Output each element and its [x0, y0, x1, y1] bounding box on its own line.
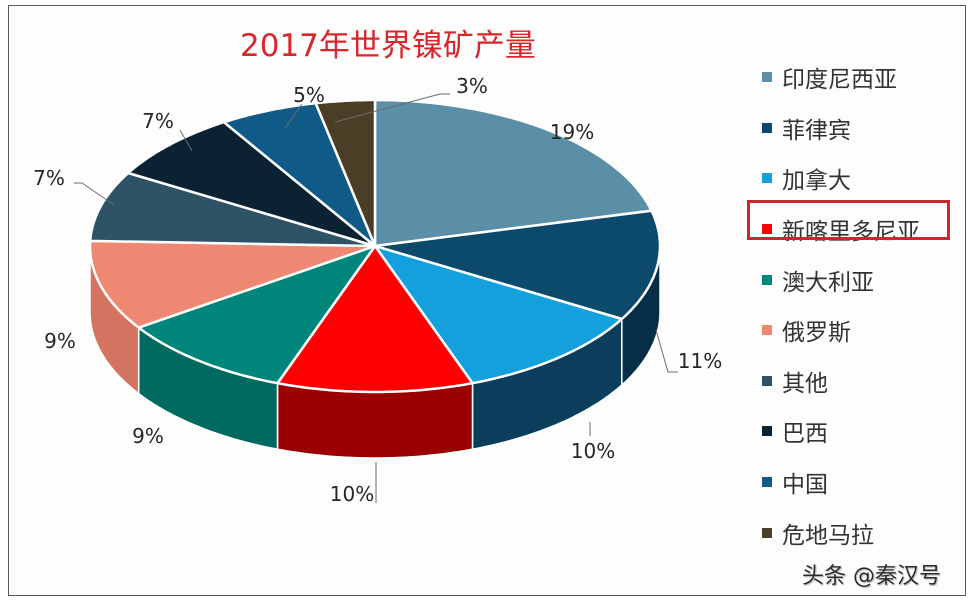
legend-swatch-icon: [762, 375, 772, 386]
legend-swatch-icon: [762, 173, 772, 184]
legend-item: 印度尼西亚: [757, 52, 920, 103]
leader-line: [334, 93, 450, 123]
data-label: 19%: [550, 120, 594, 144]
data-label: 11%: [678, 349, 722, 373]
legend: 印度尼西亚菲律宾加拿大新喀里多尼亚 澳大利亚俄罗斯其他巴西中国危地马拉: [757, 52, 920, 558]
legend-label: 俄罗斯: [782, 320, 851, 347]
legend-swatch-icon: [762, 527, 772, 538]
pie-sides: [89, 246, 661, 459]
leader-line: [179, 129, 193, 152]
legend-label: 巴西: [782, 421, 828, 448]
pie-slice-1: [373, 209, 662, 321]
watermark: 头条 @秦汉号: [802, 564, 941, 589]
pie-slice-5: [88, 239, 377, 329]
legend-swatch-icon: [762, 477, 772, 488]
legend-swatch-icon: [762, 325, 772, 336]
pie-slice-3: [276, 244, 474, 394]
legend-label: 菲律宾: [782, 117, 851, 144]
data-label: 9%: [44, 329, 76, 353]
pie-slice-9: [314, 98, 377, 248]
chart-title: 2017年世界镍矿产量: [240, 28, 536, 64]
legend-highlight-box: [747, 200, 950, 240]
legend-item: 新喀里多尼亚: [757, 204, 920, 255]
legend-label: 澳大利亚: [782, 269, 874, 296]
data-label: 10%: [571, 439, 615, 463]
data-label: 3%: [456, 74, 488, 98]
legend-item: 澳大利亚: [757, 254, 920, 305]
data-label: 7%: [142, 109, 174, 133]
data-label: 10%: [330, 482, 374, 506]
legend-label: 加拿大: [782, 168, 851, 195]
legend-item: 加拿大: [757, 153, 920, 204]
pie-side-3: [276, 382, 474, 459]
legend-item: 俄罗斯: [757, 305, 920, 356]
pie-slice-0: [373, 98, 653, 248]
legend-label: 中国: [782, 472, 828, 499]
pie-slice-2: [373, 244, 624, 385]
pie-slice-6: [88, 171, 377, 248]
data-labels: 19% 11% 10% 10% 9% 9% 7% 7% 5% 3%: [33, 74, 722, 506]
legend-item: 其他: [757, 356, 920, 407]
data-label: 5%: [293, 83, 325, 107]
legend-label: 其他: [782, 370, 828, 397]
legend-label: 印度尼西亚: [782, 67, 897, 94]
legend-swatch-icon: [762, 274, 772, 285]
pie-top: [88, 98, 662, 394]
legend-label: 新喀里多尼亚: [782, 219, 920, 246]
legend-swatch-icon: [762, 224, 772, 235]
data-label: 9%: [132, 424, 164, 448]
legend-item: 中国: [757, 457, 920, 508]
leader-line: [74, 182, 115, 206]
legend-item: 危地马拉: [757, 507, 920, 558]
legend-item: 菲律宾: [757, 103, 920, 154]
pie-slice-7: [126, 120, 377, 248]
legend-label: 危地马拉: [782, 522, 874, 549]
data-label: 7%: [33, 166, 65, 190]
legend-swatch-icon: [762, 72, 772, 83]
legend-swatch-icon: [762, 426, 772, 437]
pie-slice-4: [137, 244, 377, 385]
legend-item: 巴西: [757, 406, 920, 457]
legend-swatch-icon: [762, 122, 772, 133]
leader-line: [655, 329, 678, 373]
leader-line: [284, 103, 303, 129]
